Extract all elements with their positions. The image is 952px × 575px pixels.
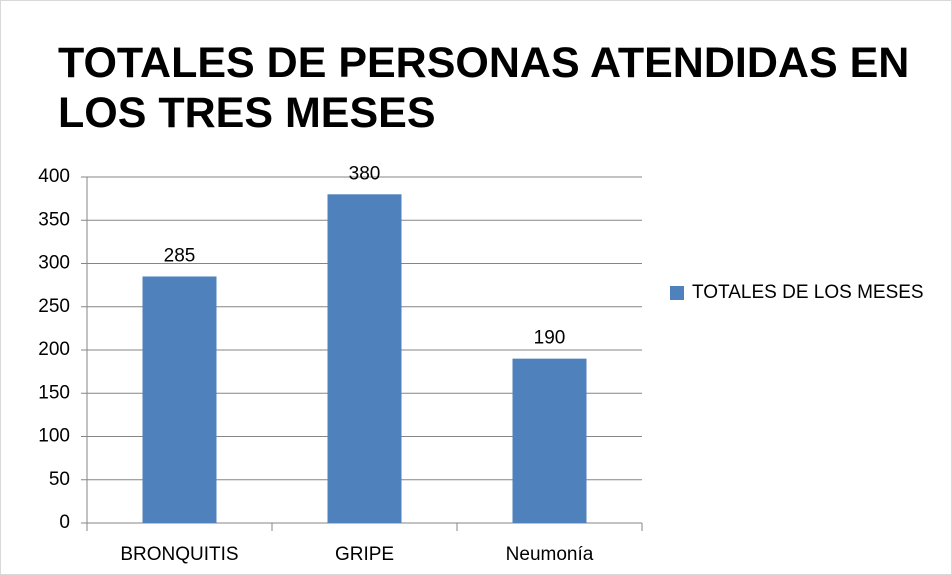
- y-tick-label: 300: [38, 253, 70, 274]
- data-label: 285: [164, 245, 196, 266]
- data-label: 190: [534, 328, 566, 349]
- x-tick-label: BRONQUITIS: [120, 544, 238, 565]
- y-tick-label: 400: [38, 166, 70, 187]
- y-tick-label: 350: [38, 209, 70, 230]
- y-tick-label: 250: [38, 296, 70, 317]
- y-tick-label: 150: [38, 382, 70, 403]
- bar: [512, 358, 587, 523]
- data-label: 380: [349, 163, 381, 184]
- x-tick-label: Neumonía: [506, 544, 594, 565]
- y-tick-label: 200: [38, 339, 70, 360]
- chart-title: TOTALES DE PERSONAS ATENDIDAS EN LOS TRE…: [58, 39, 910, 137]
- y-tick-label: 0: [59, 512, 70, 533]
- y-tick-label: 100: [38, 426, 70, 447]
- legend-label: TOTALES DE LOS MESES: [692, 282, 924, 303]
- bar: [142, 276, 217, 523]
- legend-swatch: [670, 286, 684, 300]
- y-tick-label: 50: [49, 469, 70, 490]
- bar: [327, 194, 402, 524]
- x-tick-label: GRIPE: [335, 544, 394, 565]
